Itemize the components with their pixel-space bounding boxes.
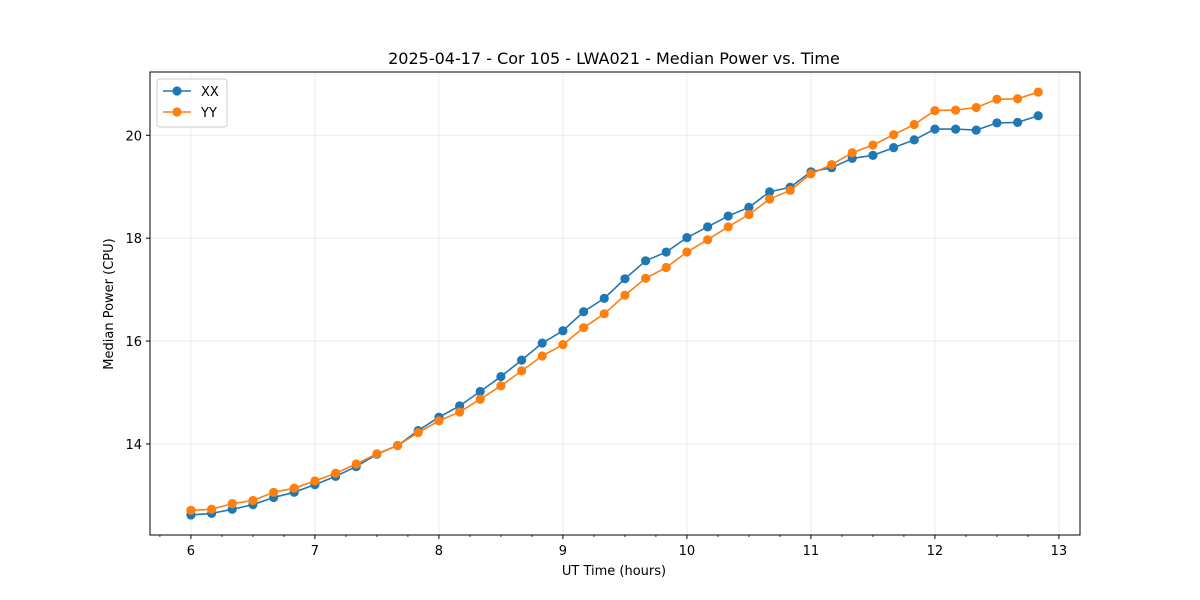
data-point-yy [641, 273, 651, 283]
data-point-yy [765, 194, 775, 204]
data-point-xx [537, 338, 547, 348]
data-point-yy [1013, 94, 1023, 104]
grid-lines [150, 72, 1080, 535]
data-point-yy [723, 222, 733, 232]
data-point-yy [1033, 87, 1043, 97]
data-point-xx [620, 274, 630, 284]
data-point-xx [909, 135, 919, 145]
data-point-yy [413, 428, 423, 438]
data-point-yy [889, 130, 899, 140]
data-point-yy [579, 323, 589, 333]
legend-item-yy: YY [163, 106, 217, 121]
data-point-yy [599, 309, 609, 319]
data-point-yy [331, 468, 341, 478]
legend-marker-xx [172, 86, 182, 96]
y-tick-label: 16 [125, 335, 142, 350]
data-point-yy [537, 351, 547, 361]
data-point-xx [475, 386, 485, 397]
data-point-yy [207, 504, 217, 514]
chart-title: 2025-04-17 - Cor 105 - LWA021 - Median P… [388, 49, 840, 68]
data-point-xx [992, 118, 1002, 128]
data-point-yy [992, 94, 1002, 104]
axes-frame [149, 71, 1081, 536]
legend-marker-yy [172, 107, 182, 117]
data-point-yy [517, 366, 527, 376]
data-point-yy [393, 440, 403, 451]
data-point-xx [765, 187, 775, 197]
data-point-yy [372, 449, 382, 459]
data-point-xx [889, 143, 899, 153]
data-point-yy [909, 119, 919, 130]
data-point-yy [661, 262, 671, 273]
x-tick-label: 9 [559, 544, 567, 559]
data-point-yy [186, 505, 196, 515]
data-point-yy [248, 495, 258, 506]
data-point-xx [868, 150, 878, 160]
data-point-xx [682, 233, 692, 243]
legend-item-xx: XX [163, 85, 219, 100]
data-point-xx [579, 307, 589, 317]
series-yy [186, 87, 1043, 515]
data-point-yy [351, 459, 361, 469]
data-point-xx [1033, 111, 1043, 121]
data-point-yy [806, 169, 816, 179]
data-point-yy [289, 483, 299, 493]
legend: XX YY [156, 78, 228, 128]
legend-label-xx: XX [201, 85, 219, 100]
data-point-yy [620, 290, 630, 300]
x-tick-label: 6 [187, 544, 195, 559]
data-point-xx [661, 247, 671, 257]
data-point-xx [744, 202, 754, 212]
data-point-yy [269, 487, 279, 497]
data-point-xx [517, 355, 527, 365]
data-point-yy [847, 148, 857, 158]
data-point-yy [930, 105, 940, 116]
data-point-yy [475, 394, 485, 404]
data-point-yy [951, 105, 961, 115]
y-tick-label: 18 [125, 232, 142, 247]
y-axis-label: Median Power (CPU) [102, 238, 117, 369]
data-point-xx [723, 211, 733, 221]
data-point-yy [227, 499, 237, 509]
data-point-yy [703, 235, 713, 245]
data-point-yy [496, 381, 506, 391]
data-point-xx [1013, 117, 1023, 128]
data-point-xx [599, 293, 609, 303]
data-point-yy [744, 209, 754, 220]
data-point-xx [930, 124, 940, 134]
data-point-yy [785, 185, 795, 195]
data-point-xx [496, 371, 506, 382]
legend-label-yy: YY [200, 106, 217, 121]
x-tick-label: 12 [927, 544, 944, 559]
y-tick-label: 20 [125, 129, 142, 144]
data-point-yy [455, 407, 465, 417]
x-tick-label: 8 [435, 544, 443, 559]
data-point-yy [971, 102, 981, 113]
x-tick-label: 11 [803, 544, 820, 559]
x-tick-label: 7 [311, 544, 319, 559]
x-tick-label: 13 [1051, 544, 1068, 559]
data-point-yy [310, 476, 320, 486]
data-point-yy [558, 340, 568, 350]
data-point-yy [827, 160, 837, 170]
data-point-xx [558, 326, 568, 336]
x-tick-label: 10 [679, 544, 696, 559]
data-point-xx [951, 124, 961, 134]
data-point-xx [971, 125, 981, 135]
x-axis-label: UT Time (hours) [562, 564, 666, 579]
data-point-xx [641, 256, 651, 266]
series-layer [186, 87, 1043, 520]
data-point-yy [682, 247, 692, 257]
data-point-yy [434, 416, 444, 426]
axes: 6 7 8 9 10 11 12 13 14 16 18 20 [125, 71, 1081, 559]
y-tick-label: 14 [125, 438, 142, 453]
data-point-xx [703, 222, 713, 232]
data-point-yy [868, 140, 878, 150]
